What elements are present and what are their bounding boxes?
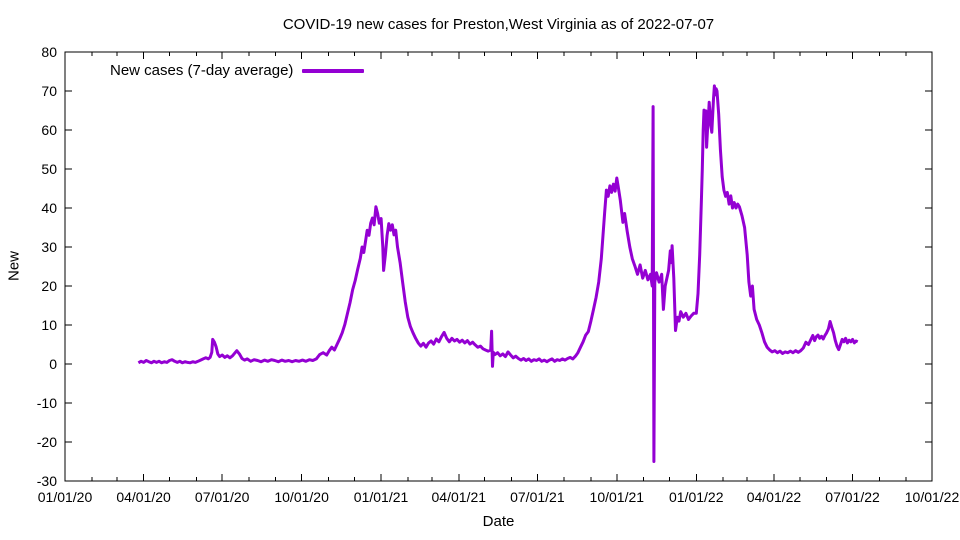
x-tick-label: 10/01/21 [590,489,645,505]
x-tick-label: 04/01/21 [432,489,487,505]
y-tick-label: 20 [41,278,57,294]
x-tick-label: 01/01/20 [38,489,93,505]
x-tick-label: 01/01/22 [669,489,724,505]
y-tick-label: -30 [37,473,57,489]
y-tick-label: 50 [41,161,57,177]
x-tick-label: 04/01/20 [116,489,171,505]
y-tick-label: -10 [37,395,57,411]
x-tick-label: 10/01/22 [905,489,960,505]
y-tick-label: 80 [41,44,57,60]
x-tick-label: 01/01/21 [354,489,409,505]
chart-title: COVID-19 new cases for Preston,West Virg… [282,16,715,33]
y-tick-label: 60 [41,122,57,138]
x-tick-label: 04/01/22 [747,489,802,505]
x-tick-label: 07/01/21 [510,489,565,505]
y-tick-label: 10 [41,317,57,333]
data-line [137,84,859,463]
x-axis-label: Date [482,513,515,530]
x-tick-label: 07/01/22 [825,489,880,505]
legend: New cases (7-day average) [110,62,365,79]
x-tick-label: 07/01/20 [195,489,250,505]
legend-entry-label: New cases (7-day average) [110,62,294,79]
y-tick-label: 30 [41,239,57,255]
x-tick-label: 10/01/20 [274,489,329,505]
y-tick-label: 40 [41,200,57,216]
plot-frame [64,51,933,482]
y-tick-label: 0 [49,356,57,372]
y-tick-label: 70 [41,83,57,99]
y-tick-label: -20 [37,434,57,450]
legend-line-sample-icon [302,68,365,73]
